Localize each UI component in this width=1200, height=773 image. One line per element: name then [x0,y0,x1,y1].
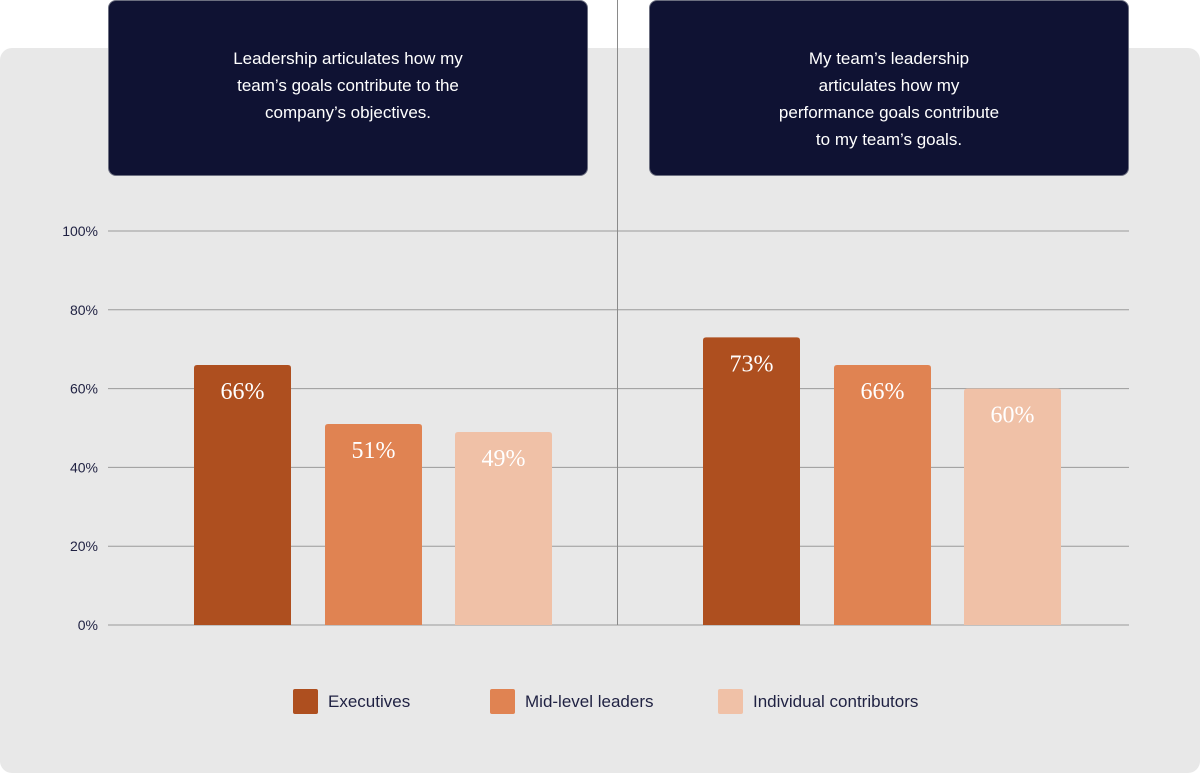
y-tick-label: 40% [70,459,98,475]
y-tick-label: 80% [70,302,98,318]
legend-label-executives: Executives [328,691,411,711]
legend-label-mid-level-leaders: Mid-level leaders [525,691,654,711]
bar-value-label: 51% [352,438,396,464]
legend-item-executives: Executives [293,689,410,714]
y-tick-label: 100% [62,223,98,239]
legend-item-individual-contributors: Individual contributors [718,689,918,714]
bar-value-label: 73% [730,351,774,377]
legend-swatch-mid-level-leaders [490,689,515,714]
panel-1-title: Leadership articulates how my team’s goa… [108,0,588,176]
panel-2-title-text: My team’s leadership articulates how my … [778,49,1000,149]
y-tick-label: 0% [78,617,98,633]
legend-label-individual-contributors: Individual contributors [753,691,919,711]
bar-value-label: 66% [861,379,905,405]
bar-value-label: 66% [221,379,265,405]
panel-1-title-text: Leadership articulates how my team’s goa… [233,49,463,122]
bar-value-label: 49% [482,446,526,472]
y-tick-label: 60% [70,381,98,397]
legend-swatch-individual-contributors [718,689,743,714]
bar [455,431,552,625]
bar [194,364,291,625]
bar [834,364,931,625]
legend-swatch-executives [293,689,318,714]
legend: Executives Mid-level leaders Individual … [0,689,1200,717]
legend-item-mid-level-leaders: Mid-level leaders [490,689,654,714]
bar [325,424,422,625]
y-tick-label: 20% [70,538,98,554]
bar-value-label: 60% [991,403,1035,429]
bar [703,337,800,625]
bar [964,388,1061,625]
panel-2-title: My team’s leadership articulates how my … [649,0,1129,176]
